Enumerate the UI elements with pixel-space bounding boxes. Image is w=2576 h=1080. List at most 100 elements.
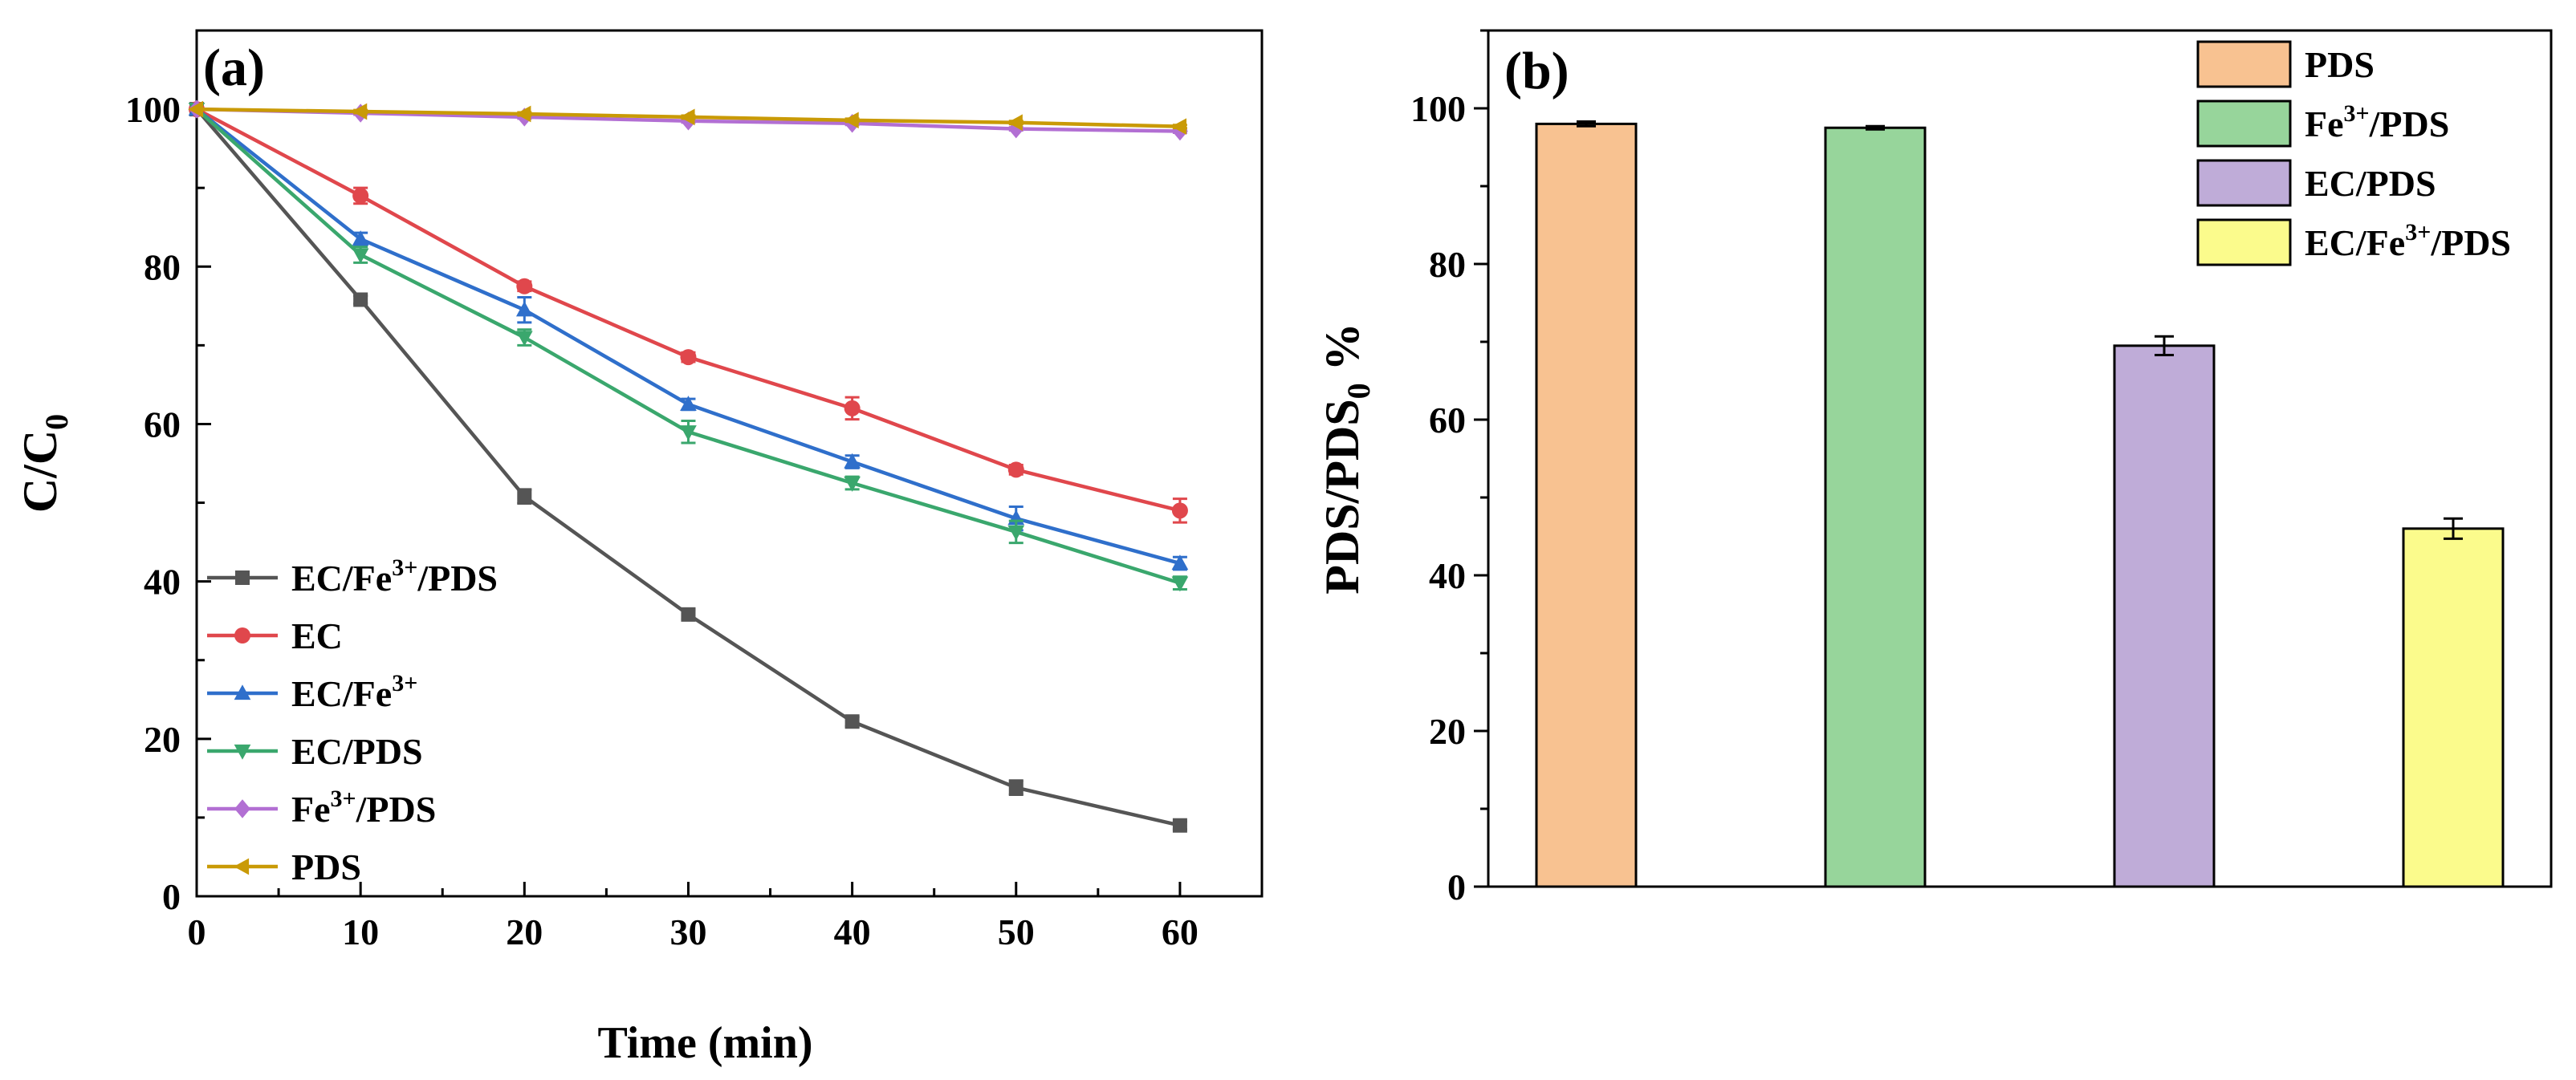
x-tick-label-a: 20 bbox=[506, 912, 543, 952]
legend-label: EC bbox=[291, 615, 343, 656]
legend-label-sup: 3+ bbox=[2344, 100, 2370, 127]
y-axis-title-a-sub: 0 bbox=[39, 414, 75, 430]
y-tick-label-a: 20 bbox=[144, 719, 181, 760]
series-PDS bbox=[188, 100, 1187, 136]
legend-label-tail: /PDS bbox=[417, 558, 498, 599]
legend-label-base: EC/PDS bbox=[291, 731, 423, 772]
legend-item: EC/PDS bbox=[2196, 159, 2436, 207]
data-point bbox=[352, 230, 369, 246]
data-point bbox=[515, 105, 531, 123]
legend-label-sup: 3+ bbox=[331, 786, 356, 812]
data-point bbox=[352, 248, 369, 264]
series-line bbox=[195, 108, 1181, 566]
legend-label: EC/Fe3+/PDS bbox=[291, 554, 498, 599]
legend-label-tail: /PDS bbox=[2430, 222, 2511, 263]
legend-marker bbox=[235, 570, 250, 585]
data-point bbox=[1007, 114, 1023, 132]
data-point bbox=[1007, 525, 1025, 541]
panel-label-b: (b) bbox=[1504, 42, 1569, 100]
y-tick-label-a: 100 bbox=[125, 89, 181, 130]
legend-label: PDS bbox=[2305, 44, 2375, 85]
legend-marker bbox=[234, 627, 250, 644]
legend-label-base: Fe bbox=[2305, 104, 2344, 144]
legend-marker bbox=[234, 799, 250, 818]
y-tick-label-a: 0 bbox=[162, 876, 181, 917]
series-line bbox=[195, 108, 1181, 827]
data-point bbox=[1008, 780, 1023, 795]
y-tick-label-b: 20 bbox=[1429, 711, 1466, 752]
y-tick-label-a: 60 bbox=[144, 404, 181, 445]
y-axis-title-a-base: C/C bbox=[14, 430, 67, 513]
data-point bbox=[1171, 576, 1189, 592]
bar bbox=[1535, 122, 1638, 888]
data-point bbox=[516, 278, 533, 294]
legend-marker bbox=[234, 684, 251, 700]
legend-label-sup: 3+ bbox=[2405, 219, 2431, 246]
x-tick-label-a: 0 bbox=[188, 912, 206, 952]
legend-label: EC/Fe3+ bbox=[291, 670, 417, 714]
data-point bbox=[352, 187, 369, 204]
data-point bbox=[515, 301, 533, 317]
bar-Fe3+/PDS bbox=[1824, 124, 1927, 888]
y-tick-label-a: 80 bbox=[144, 246, 181, 287]
data-point bbox=[1171, 554, 1189, 570]
legend-label-base: EC/Fe bbox=[291, 558, 392, 599]
legend-swatch bbox=[2196, 218, 2292, 266]
legend-label: Fe3+/PDS bbox=[2305, 100, 2449, 144]
legend-item: PDS bbox=[207, 847, 361, 887]
plot-frame-b bbox=[1487, 29, 2553, 888]
bar bbox=[1824, 126, 1927, 888]
legend-label-tail: /PDS bbox=[356, 789, 437, 830]
series-EC/Fe3+ bbox=[188, 100, 1189, 571]
data-point bbox=[844, 400, 861, 416]
legend-swatch bbox=[2196, 99, 2292, 148]
data-point bbox=[1007, 461, 1024, 478]
bar bbox=[2402, 527, 2505, 888]
y-tick-label-b: 60 bbox=[1429, 400, 1466, 441]
data-point bbox=[680, 349, 697, 366]
y-tick-label-b: 0 bbox=[1447, 867, 1466, 907]
data-point bbox=[353, 292, 368, 307]
y-axis-title-b-sub: 0 bbox=[1341, 383, 1377, 399]
legend-label: EC/PDS bbox=[291, 731, 423, 772]
data-point bbox=[844, 453, 861, 469]
legend-marker bbox=[234, 858, 250, 875]
legend-item: EC bbox=[207, 615, 343, 656]
series-EC bbox=[189, 101, 1188, 524]
y-axis-title-b: PDS/PDS0 % bbox=[1316, 323, 1377, 594]
data-point bbox=[844, 476, 861, 492]
data-point bbox=[680, 425, 697, 441]
legend-label-base: EC/PDS bbox=[2305, 163, 2436, 204]
legend-label-sup: 3+ bbox=[392, 670, 417, 696]
x-tick-label-a: 50 bbox=[998, 912, 1035, 952]
data-point bbox=[681, 607, 696, 622]
data-point bbox=[515, 331, 533, 347]
bar bbox=[2113, 344, 2216, 888]
data-point bbox=[843, 112, 859, 129]
legend-label-sup: 3+ bbox=[392, 554, 417, 581]
legend-item: EC/Fe3+/PDS bbox=[2196, 218, 2511, 266]
legend-label-base: Fe bbox=[291, 789, 331, 830]
legend-label: PDS bbox=[291, 847, 361, 887]
y-axis-title-a: C/C0 bbox=[14, 414, 75, 513]
data-point bbox=[679, 108, 695, 126]
legend-marker bbox=[234, 744, 251, 760]
series-line bbox=[195, 108, 1181, 513]
series-EC/PDS bbox=[188, 102, 1189, 592]
legend-swatch bbox=[2196, 40, 2292, 88]
bar-EC/Fe3+/PDS bbox=[2402, 517, 2505, 888]
legend-item: PDS bbox=[2196, 40, 2375, 88]
data-point bbox=[188, 100, 204, 118]
y-tick-label-b: 100 bbox=[1410, 88, 1466, 129]
legend-label-base: EC bbox=[291, 615, 343, 656]
x-axis-title-a: Time (min) bbox=[597, 1018, 812, 1068]
data-point bbox=[352, 103, 368, 120]
x-tick-label-a: 40 bbox=[834, 912, 871, 952]
data-point bbox=[1172, 818, 1187, 833]
legend-label: EC/PDS bbox=[2305, 163, 2436, 204]
